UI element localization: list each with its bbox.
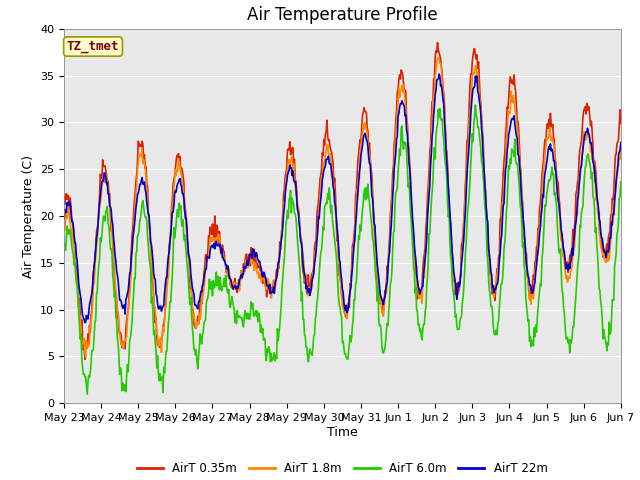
- AirT 6.0m: [389, 248, 397, 253]
- Line: AirT 6.0m: AirT 6.0m: [64, 105, 621, 394]
- AirT 6.0m: [207, 287, 215, 292]
- AirT 1.8m: [183, 236, 191, 241]
- AirT 22m: [335, 244, 342, 250]
- AirT 6.0m: [183, 259, 191, 265]
- AirT 22m: [60, 216, 68, 222]
- AirT 6.0m: [617, 179, 625, 185]
- AirT 0.35m: [568, 248, 575, 253]
- Line: AirT 0.35m: AirT 0.35m: [64, 43, 621, 360]
- AirT 1.8m: [389, 184, 397, 190]
- Legend: AirT 0.35m, AirT 1.8m, AirT 6.0m, AirT 22m: AirT 0.35m, AirT 1.8m, AirT 6.0m, AirT 2…: [132, 458, 552, 480]
- AirT 22m: [435, 71, 443, 77]
- AirT 22m: [445, 183, 452, 189]
- AirT 0.35m: [183, 228, 191, 233]
- Line: AirT 22m: AirT 22m: [64, 74, 621, 323]
- AirT 1.8m: [82, 354, 90, 360]
- AirT 22m: [183, 227, 191, 232]
- AirT 0.35m: [60, 194, 68, 200]
- AirT 1.8m: [207, 235, 215, 240]
- AirT 6.0m: [335, 295, 342, 300]
- AirT 1.8m: [435, 55, 442, 60]
- AirT 6.0m: [60, 250, 68, 255]
- AirT 6.0m: [83, 391, 91, 397]
- Text: TZ_tmet: TZ_tmet: [67, 40, 119, 53]
- AirT 0.35m: [445, 186, 452, 192]
- AirT 1.8m: [60, 226, 68, 232]
- AirT 22m: [389, 193, 397, 199]
- AirT 22m: [82, 320, 90, 325]
- AirT 22m: [617, 140, 625, 145]
- X-axis label: Time: Time: [327, 426, 358, 439]
- AirT 1.8m: [617, 146, 625, 152]
- AirT 6.0m: [444, 200, 451, 206]
- AirT 0.35m: [617, 120, 625, 126]
- Y-axis label: Air Temperature (C): Air Temperature (C): [22, 155, 35, 277]
- AirT 6.0m: [472, 102, 479, 108]
- AirT 22m: [568, 257, 575, 263]
- Title: Air Temperature Profile: Air Temperature Profile: [247, 6, 438, 24]
- AirT 22m: [207, 244, 215, 250]
- AirT 0.35m: [81, 357, 89, 362]
- AirT 0.35m: [389, 171, 397, 177]
- AirT 0.35m: [335, 248, 342, 254]
- AirT 6.0m: [568, 340, 575, 346]
- AirT 0.35m: [207, 227, 215, 233]
- AirT 1.8m: [568, 265, 575, 271]
- AirT 1.8m: [335, 260, 342, 266]
- AirT 1.8m: [445, 191, 452, 196]
- Line: AirT 1.8m: AirT 1.8m: [64, 58, 621, 357]
- AirT 0.35m: [434, 40, 442, 46]
